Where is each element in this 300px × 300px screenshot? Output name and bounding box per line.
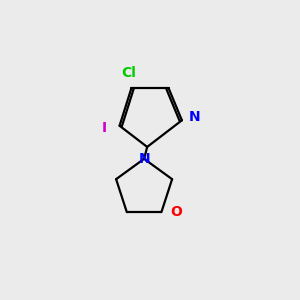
Text: Cl: Cl	[121, 66, 136, 80]
Text: O: O	[170, 205, 182, 219]
Text: N: N	[188, 110, 200, 124]
Text: N: N	[138, 152, 150, 166]
Text: I: I	[101, 121, 107, 135]
